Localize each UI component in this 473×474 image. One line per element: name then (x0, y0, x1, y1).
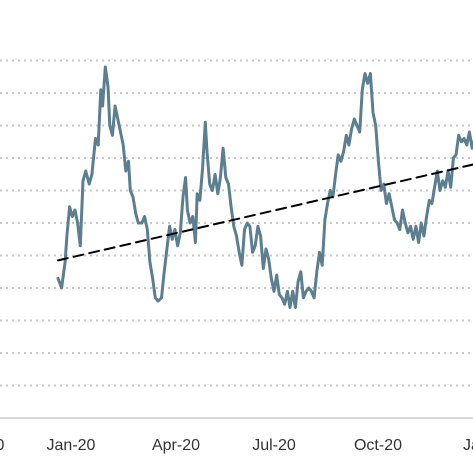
x-tick-label: 0 (0, 437, 5, 454)
x-tick-label: Apr-20 (152, 437, 200, 454)
series-line (56, 65, 473, 309)
trend-line (57, 163, 473, 262)
x-tick-labels: 0 Jan-20 Apr-20 Jul-20 Oct-20 Jan (0, 437, 473, 454)
series-group (56, 65, 473, 309)
x-tick-label: Oct-20 (354, 437, 402, 454)
x-tick-label: Jul-20 (252, 437, 296, 454)
x-tick-label: Jan (463, 437, 473, 454)
x-tick-label: Jan-20 (47, 437, 96, 454)
